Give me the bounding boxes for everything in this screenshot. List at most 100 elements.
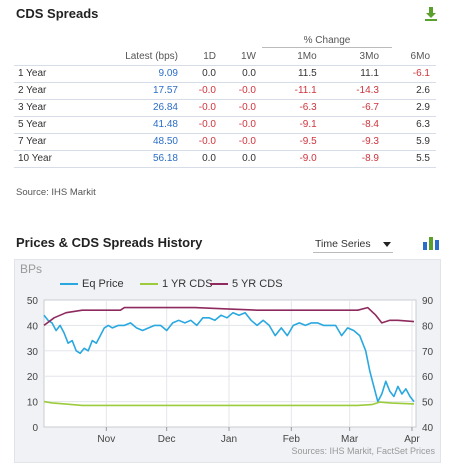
chart-ylabel: BPs (20, 262, 43, 276)
cell-latest[interactable]: 41.48 (84, 115, 184, 133)
cds-source: Source: IHS Markit (16, 187, 96, 198)
cell-latest[interactable]: 56.18 (84, 149, 184, 168)
cell-w1: -0.0 (222, 98, 262, 116)
row-term: 1 Year (14, 64, 84, 82)
bar-chart-icon[interactable] (422, 233, 440, 251)
cell-w1: 0.0 (222, 149, 262, 168)
legend-swatch (60, 283, 78, 286)
cell-d1: -0.0 (184, 115, 222, 133)
y-left-tick-label: 50 (27, 296, 39, 307)
pct-change-header: % Change (262, 33, 398, 49)
row-term: 7 Year (14, 132, 84, 150)
legend-label: 1 YR CDS (162, 278, 213, 290)
plot-area (43, 299, 417, 428)
legend-label: Eq Price (82, 278, 124, 290)
time-series-label: Time Series (315, 238, 371, 250)
row-term: 3 Year (14, 98, 84, 116)
legend-item[interactable]: 5 YR CDS (210, 278, 283, 290)
table-header-row: Latest (bps) 1D 1W 1Mo 3Mo 6Mo (14, 49, 436, 65)
cell-m6: 5.9 (398, 132, 436, 150)
y-left-tick-label: 20 (27, 372, 39, 383)
pct-change-header-row: % Change (14, 33, 436, 49)
table-row: 1 Year 9.09 0.0 0.0 11.5 11.1 -6.1 (14, 64, 436, 82)
col-1d: 1D (203, 51, 216, 63)
x-tick-label: Nov (97, 434, 115, 445)
y-left-tick-label: 0 (32, 423, 38, 434)
cell-m6: 2.6 (398, 81, 436, 99)
y-right-tick-label: 80 (422, 321, 434, 332)
legend-item[interactable]: 1 YR CDS (140, 278, 213, 290)
series-line-5-yr-cds (43, 306, 415, 327)
col-1mo: 1Mo (297, 51, 317, 63)
cell-m1: -9.0 (262, 149, 323, 168)
cell-m1: -11.1 (262, 81, 323, 99)
cell-w1: -0.0 (222, 81, 262, 99)
col-latest: Latest (bps) (125, 51, 178, 63)
col-6mo: 6Mo (410, 51, 430, 63)
cell-m6: 5.5 (398, 149, 436, 168)
y-right-tick-label: 60 (422, 372, 434, 383)
series-line-eq-price (43, 311, 415, 403)
cds-spreads-table: % Change Latest (bps) 1D 1W 1Mo 3Mo 6Mo … (14, 33, 436, 168)
x-tick-label: Dec (158, 434, 176, 445)
x-tick-label: Apr (404, 434, 420, 445)
col-3mo: 3Mo (359, 51, 379, 63)
cell-m1: 11.5 (262, 64, 323, 82)
legend-item[interactable]: Eq Price (60, 278, 124, 290)
chevron-down-icon (383, 242, 391, 247)
row-term: 10 Year (14, 149, 84, 168)
cell-d1: 0.0 (184, 64, 222, 82)
legend-swatch (140, 283, 158, 286)
y-right-tick-label: 40 (422, 423, 434, 434)
cell-m6: 6.3 (398, 115, 436, 133)
cell-d1: -0.0 (184, 132, 222, 150)
spacer-cell (385, 81, 398, 99)
cell-d1: -0.0 (184, 98, 222, 116)
table-row: 7 Year 48.50 -0.0 -0.0 -9.5 -9.3 5.9 (14, 132, 436, 150)
cell-m1: -6.3 (262, 98, 323, 116)
x-tick-label: Mar (341, 434, 359, 445)
cds-spreads-title: CDS Spreads (16, 6, 99, 21)
legend-label: 5 YR CDS (232, 278, 283, 290)
cell-m3: -9.3 (322, 132, 385, 150)
spacer-cell (385, 132, 398, 150)
table-row: 2 Year 17.57 -0.0 -0.0 -11.1 -14.3 2.6 (14, 81, 436, 99)
spacer-cell (385, 98, 398, 116)
cell-latest[interactable]: 48.50 (84, 132, 184, 150)
row-term: 2 Year (14, 81, 84, 99)
cell-m1: -9.1 (262, 115, 323, 133)
cell-w1: 0.0 (222, 64, 262, 82)
time-series-select[interactable]: Time Series (313, 236, 393, 253)
cell-latest[interactable]: 26.84 (84, 98, 184, 116)
cell-w1: -0.0 (222, 115, 262, 133)
y-right-tick-label: 70 (422, 347, 434, 358)
cell-m1: -9.5 (262, 132, 323, 150)
legend-swatch (210, 283, 228, 286)
y-right-tick-label: 50 (422, 398, 434, 409)
y-left-tick-label: 30 (27, 347, 39, 358)
cell-latest[interactable]: 17.57 (84, 81, 184, 99)
y-right-tick-label: 90 (422, 296, 434, 307)
y-left-tick-label: 10 (27, 398, 39, 409)
download-icon[interactable] (424, 6, 438, 22)
cell-m3: -6.7 (322, 98, 385, 116)
col-1w: 1W (241, 51, 256, 63)
chart-source: Sources: IHS Markit, FactSet Prices (291, 446, 435, 456)
x-tick-label: Jan (221, 434, 237, 445)
y-left-tick-label: 40 (27, 321, 39, 332)
spacer-cell (385, 149, 398, 168)
x-tick-label: Feb (283, 434, 301, 445)
history-title: Prices & CDS Spreads History (16, 235, 203, 250)
cell-latest[interactable]: 9.09 (84, 64, 184, 82)
table-row: 10 Year 56.18 0.0 0.0 -9.0 -8.9 5.5 (14, 149, 436, 168)
cell-m3: -14.3 (322, 81, 385, 99)
cell-m3: -8.9 (322, 149, 385, 168)
cell-w1: -0.0 (222, 132, 262, 150)
cell-d1: -0.0 (184, 81, 222, 99)
table-row: 3 Year 26.84 -0.0 -0.0 -6.3 -6.7 2.9 (14, 98, 436, 116)
cell-m3: -8.4 (322, 115, 385, 133)
row-term: 5 Year (14, 115, 84, 133)
spacer-cell (385, 64, 398, 82)
table-row: 5 Year 41.48 -0.0 -0.0 -9.1 -8.4 6.3 (14, 115, 436, 133)
